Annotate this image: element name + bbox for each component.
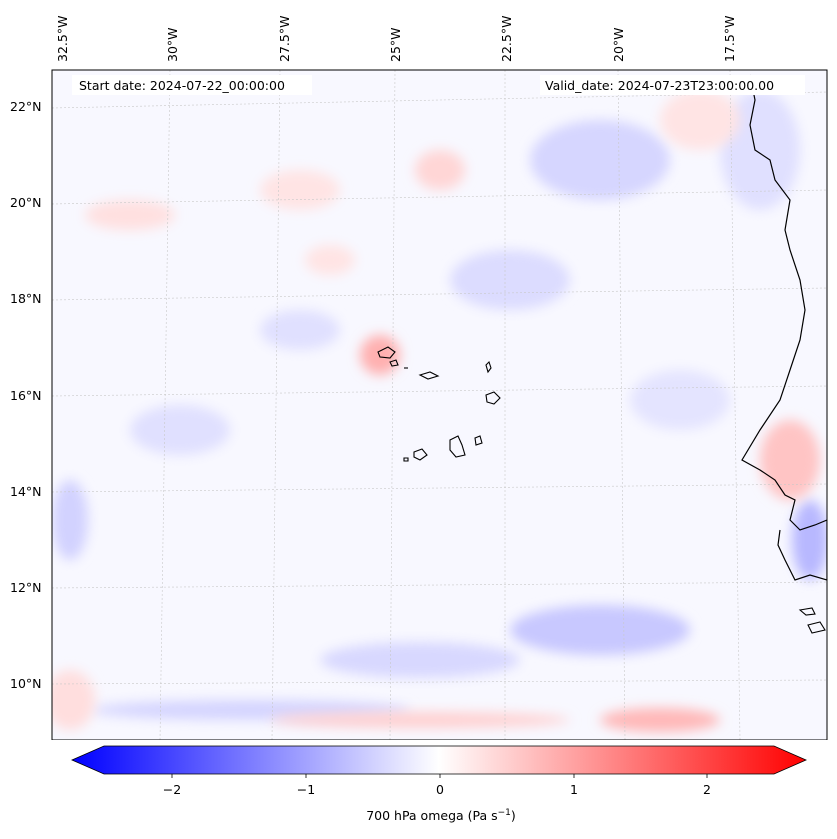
lon-label: 22.5°W	[499, 15, 514, 62]
colorbar-tick: 0	[436, 782, 444, 797]
colorbar-tick: 1	[570, 782, 578, 797]
lat-label: 20°N	[10, 195, 42, 210]
colorbar-tick: −1	[296, 782, 316, 797]
lon-label: 27.5°W	[277, 15, 292, 62]
colorbar-tick: −2	[162, 782, 182, 797]
lon-label: 25°W	[388, 27, 403, 62]
lat-label: 14°N	[10, 484, 42, 499]
lat-label: 16°N	[10, 388, 42, 403]
map-canvas	[51, 69, 828, 740]
omega-negative-patches	[52, 90, 827, 720]
gridlines	[52, 70, 827, 740]
valid-date-text: Valid_date: 2024-07-23T23:00:00.00	[545, 78, 775, 93]
colorbar-tick: 2	[703, 782, 711, 797]
lat-label: 10°N	[10, 676, 42, 691]
start-date-text: Start date: 2024-07-22_00:00:00	[79, 78, 285, 93]
lat-label: 12°N	[10, 580, 42, 595]
colorbar-label: 700 hPa omega (Pa s−1)	[366, 808, 516, 824]
omega-positive-patches	[52, 90, 820, 732]
cape-verde-islands	[377, 346, 826, 634]
lon-label: 32.5°W	[55, 15, 70, 62]
lon-label: 20°W	[611, 27, 626, 62]
lat-label: 18°N	[10, 291, 42, 306]
lon-label: 17.5°W	[722, 15, 737, 62]
africa-coastline	[741, 74, 827, 581]
lon-label: 30°W	[165, 27, 180, 62]
lat-label: 22°N	[10, 99, 42, 114]
colorbar	[71, 745, 807, 778]
